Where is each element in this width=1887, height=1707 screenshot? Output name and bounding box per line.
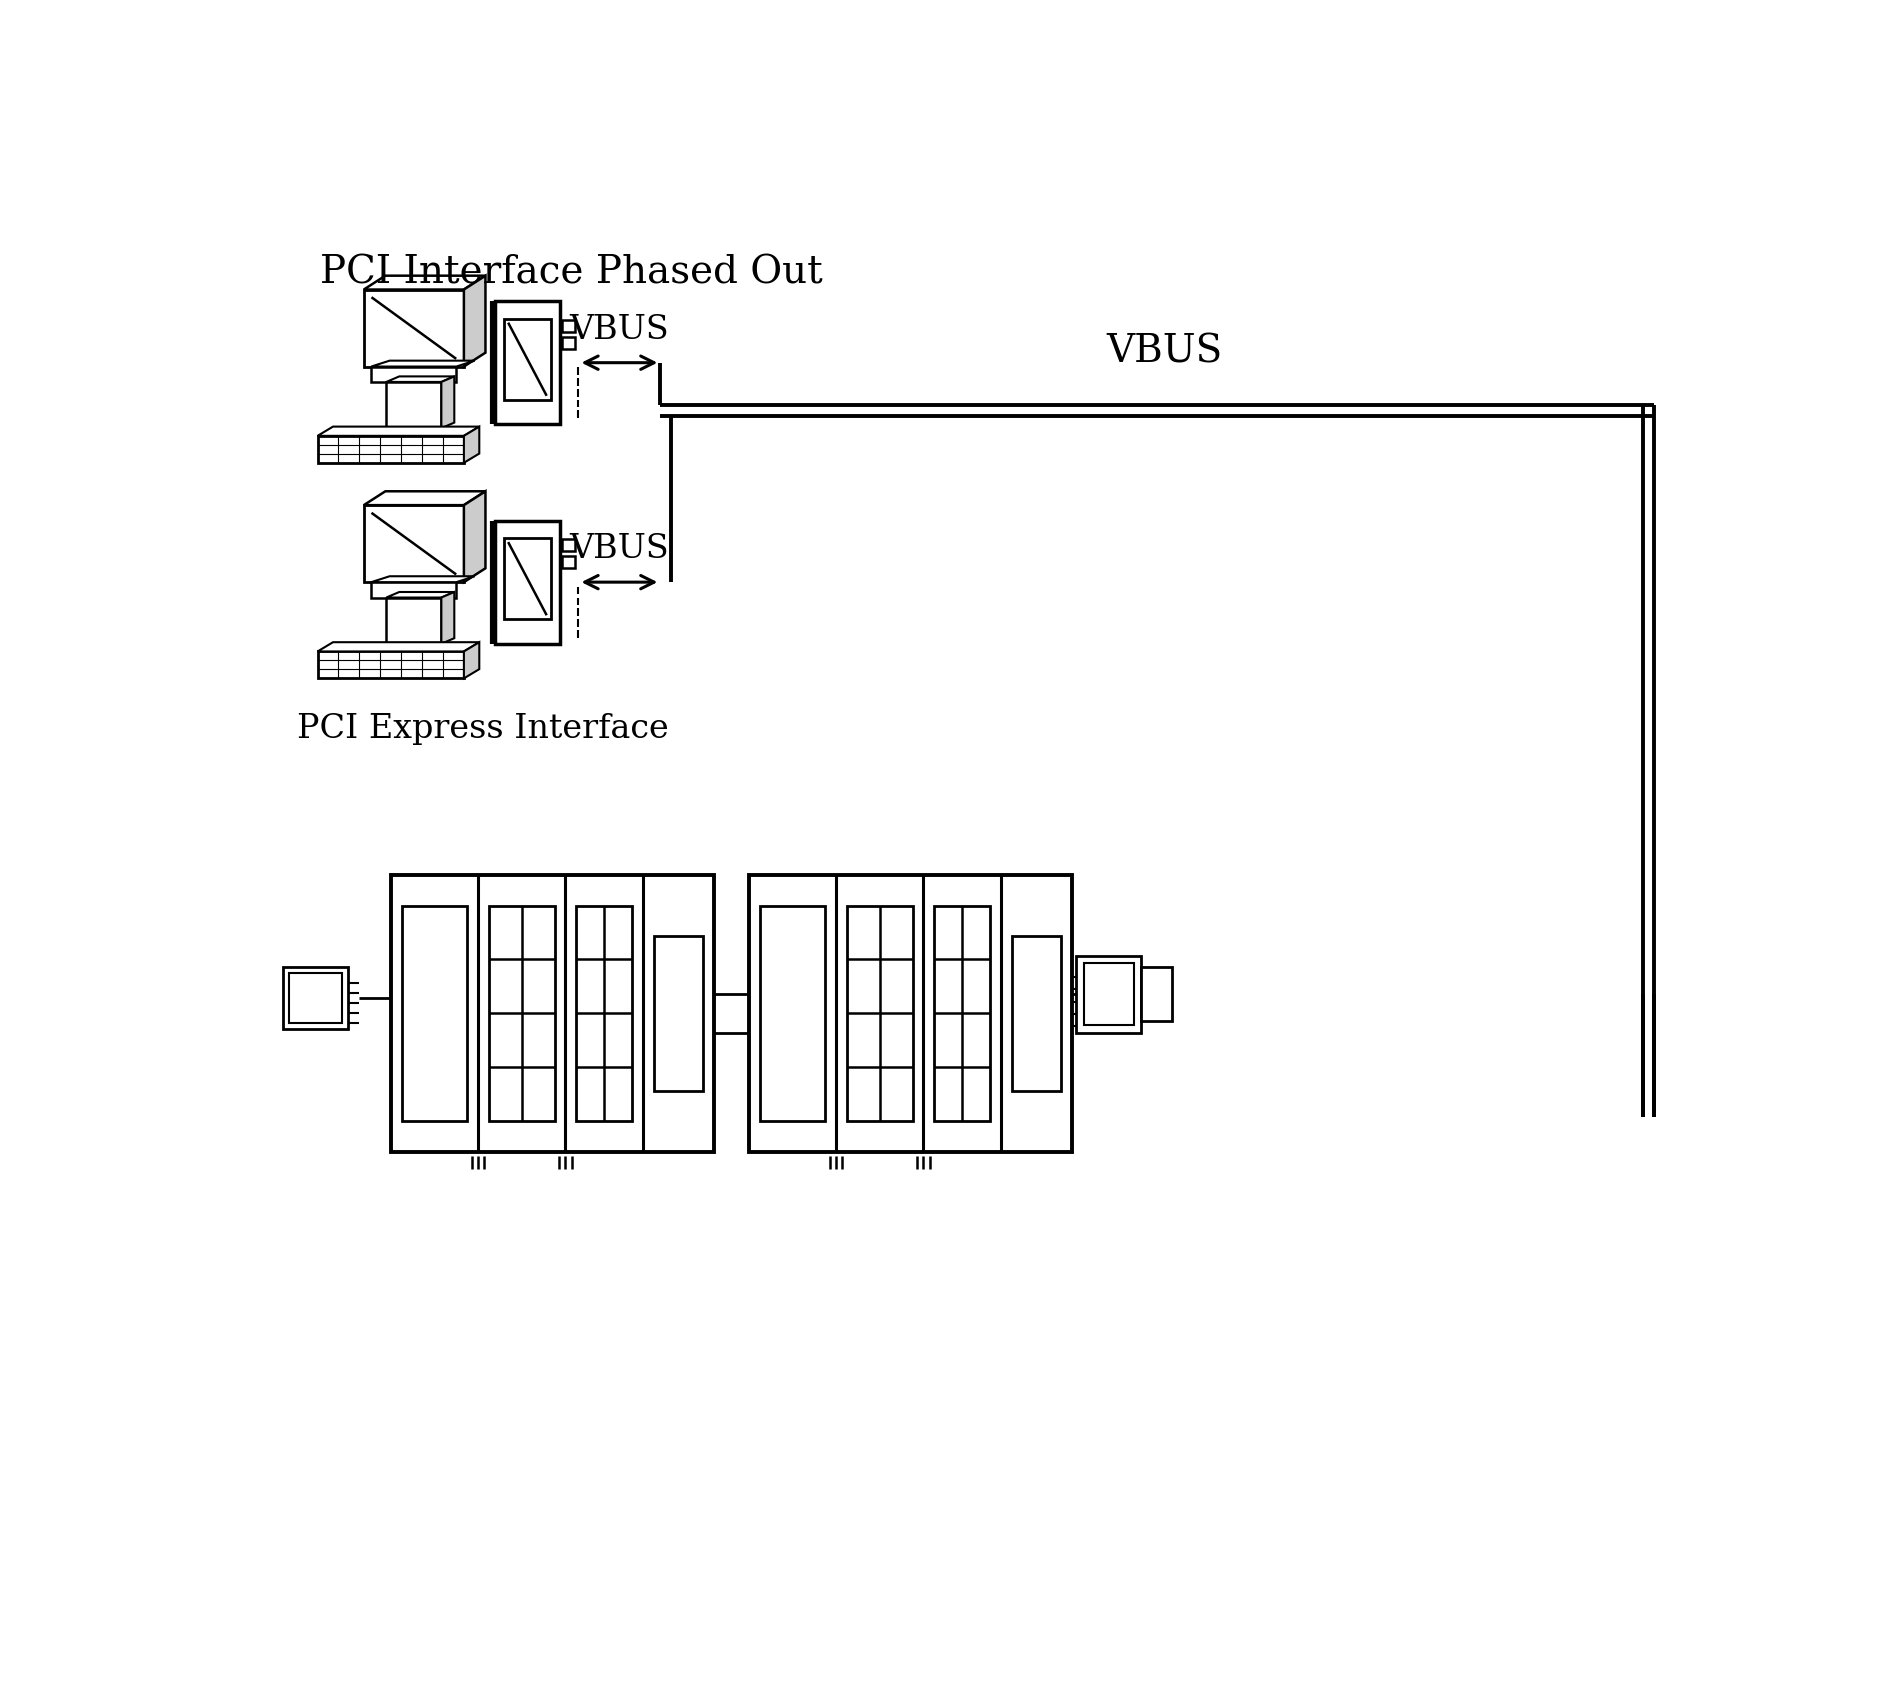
Polygon shape [464,492,485,582]
Polygon shape [442,377,455,428]
Polygon shape [387,592,455,597]
Bar [504,319,551,399]
Bar [562,336,576,348]
Polygon shape [464,642,479,678]
Bar [494,300,560,425]
Bar [391,874,713,1152]
Bar [364,505,464,582]
Bar [1011,935,1060,1091]
Bar [402,905,468,1121]
Bar [576,905,632,1121]
Text: VBUS: VBUS [1106,333,1223,370]
Text: VBUS: VBUS [570,314,670,347]
Bar [653,935,704,1091]
Bar [364,290,464,367]
Bar [760,905,825,1121]
Polygon shape [317,642,479,652]
Bar [1083,963,1134,1024]
Bar [1142,968,1172,1021]
Polygon shape [364,275,485,290]
Bar [562,556,576,568]
Text: PCI Interface Phased Out: PCI Interface Phased Out [321,254,823,292]
Polygon shape [464,275,485,367]
Polygon shape [317,427,479,435]
Text: PCI Express Interface: PCI Express Interface [298,714,670,744]
Bar [1076,956,1142,1033]
Bar [317,652,464,678]
Polygon shape [464,427,479,463]
Bar [934,905,991,1121]
Bar [562,539,576,551]
Bar [562,319,576,331]
Bar [749,874,1072,1152]
Bar [289,973,342,1022]
Bar [317,435,464,463]
Bar [494,521,560,644]
Polygon shape [372,577,476,582]
Bar [387,382,442,428]
Bar [372,582,457,597]
Bar [372,367,457,382]
Bar [387,597,442,644]
Bar [283,968,349,1029]
Bar [504,538,551,620]
Text: VBUS: VBUS [570,533,670,565]
Polygon shape [442,592,455,644]
Polygon shape [387,377,455,382]
Polygon shape [364,492,485,505]
Bar [489,905,555,1121]
Bar [847,905,913,1121]
Polygon shape [372,360,476,367]
